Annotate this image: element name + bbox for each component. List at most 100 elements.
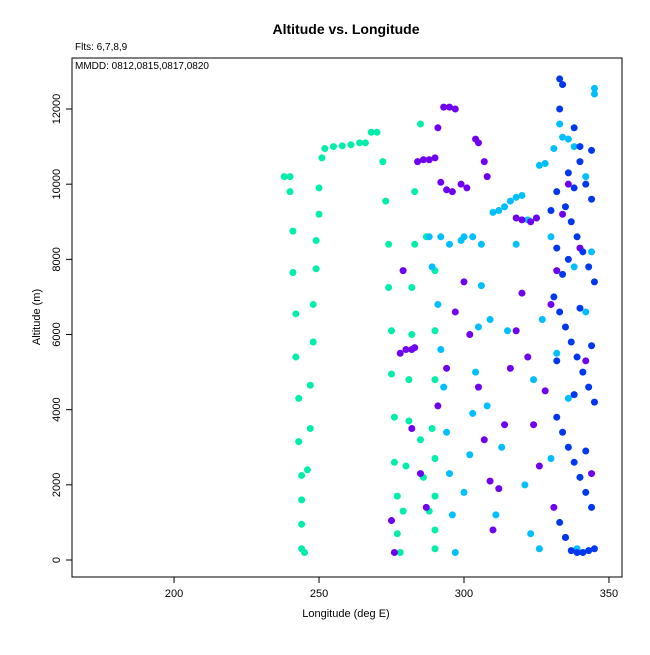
- y-tick-label: 0: [51, 557, 63, 563]
- point: [414, 158, 422, 166]
- point: [402, 346, 410, 354]
- point: [553, 188, 561, 196]
- point: [390, 548, 398, 556]
- point: [295, 438, 303, 446]
- point: [431, 327, 439, 335]
- point: [460, 278, 468, 286]
- point: [486, 477, 494, 485]
- point: [561, 203, 569, 211]
- point: [512, 327, 520, 335]
- point: [443, 186, 451, 194]
- point: [463, 184, 471, 192]
- point: [512, 240, 520, 248]
- point: [408, 331, 416, 339]
- point: [564, 394, 572, 402]
- point: [396, 548, 404, 556]
- point: [585, 263, 593, 271]
- point: [434, 124, 442, 132]
- point: [431, 492, 439, 500]
- point: [483, 173, 491, 181]
- point: [573, 548, 581, 556]
- point: [393, 530, 401, 538]
- point: [495, 485, 503, 493]
- point: [541, 387, 549, 395]
- point: [486, 315, 494, 323]
- point: [431, 376, 439, 384]
- point: [582, 357, 590, 365]
- point: [559, 81, 567, 89]
- point: [547, 206, 555, 214]
- point: [483, 402, 491, 410]
- point: [576, 158, 584, 166]
- point: [301, 548, 309, 556]
- point: [559, 210, 567, 218]
- point: [579, 548, 587, 556]
- point: [553, 349, 561, 357]
- point: [367, 128, 375, 136]
- point: [570, 458, 578, 466]
- point: [480, 436, 488, 444]
- point: [559, 270, 567, 278]
- point: [547, 233, 555, 241]
- point: [330, 143, 338, 151]
- point: [489, 526, 497, 534]
- point: [590, 90, 598, 98]
- point: [466, 331, 474, 339]
- point: [518, 191, 526, 199]
- point: [564, 169, 572, 177]
- point: [501, 203, 509, 211]
- point: [518, 289, 526, 297]
- point: [561, 323, 569, 331]
- point: [390, 413, 398, 421]
- point: [582, 308, 590, 316]
- point: [385, 240, 393, 248]
- point: [437, 178, 445, 186]
- point: [559, 133, 567, 141]
- point: [469, 409, 477, 417]
- point: [286, 188, 294, 196]
- point: [408, 424, 416, 432]
- point: [570, 184, 578, 192]
- point: [315, 184, 323, 192]
- point: [535, 462, 543, 470]
- point: [567, 547, 575, 555]
- point: [588, 342, 596, 350]
- plot-frame: [71, 57, 623, 578]
- point: [312, 265, 320, 273]
- point: [460, 233, 468, 241]
- point: [579, 248, 587, 256]
- point: [535, 161, 543, 169]
- point: [576, 304, 584, 312]
- point: [434, 300, 442, 308]
- point: [524, 353, 532, 361]
- point: [451, 548, 459, 556]
- point: [425, 156, 433, 164]
- x-tick-label: 300: [455, 588, 473, 600]
- point: [506, 364, 514, 372]
- point: [579, 368, 587, 376]
- point: [570, 391, 578, 399]
- point: [315, 210, 323, 218]
- point: [492, 511, 500, 519]
- point: [292, 353, 300, 361]
- subtitle: Flts: 6,7,8,9: [75, 42, 128, 53]
- point: [402, 462, 410, 470]
- point: [553, 413, 561, 421]
- point: [382, 197, 390, 205]
- point: [431, 526, 439, 534]
- point: [303, 466, 311, 474]
- y-tick-label: 8000: [51, 247, 63, 271]
- point: [573, 353, 581, 361]
- point: [298, 520, 306, 528]
- point: [393, 492, 401, 500]
- point: [460, 488, 468, 496]
- point: [388, 370, 396, 378]
- point: [582, 488, 590, 496]
- point: [556, 120, 564, 128]
- point: [477, 282, 485, 290]
- point: [550, 144, 558, 152]
- point: [474, 323, 482, 331]
- point: [556, 105, 564, 113]
- point: [416, 120, 424, 128]
